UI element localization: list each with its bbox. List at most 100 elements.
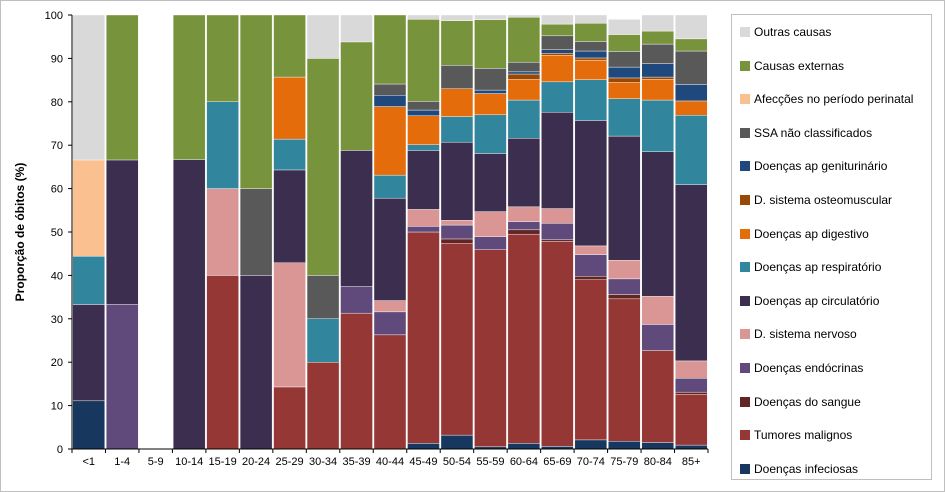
bar-segment-12-3 [172, 14, 206, 160]
bar-segment-1-9 [373, 334, 407, 450]
bar-segment-2-16 [608, 294, 641, 300]
legend-swatch-5 [740, 295, 750, 306]
bar-segment-0-17 [641, 442, 674, 450]
x-tick-label-9: 40-44 [376, 456, 404, 468]
legend-label-1: Tumores malignos [754, 428, 853, 443]
bar-segment-9-14 [541, 49, 574, 54]
bar-segment-5-0 [72, 304, 105, 402]
bar-segment-7-18 [675, 100, 708, 116]
bar-segment-3-16 [608, 278, 641, 295]
bar-segment-4-16 [608, 260, 641, 280]
bar-segment-3-9 [373, 311, 407, 336]
bar-segment-10-9 [373, 83, 407, 96]
bar-segment-3-1 [106, 304, 139, 450]
x-tick-label-4: 15-19 [209, 456, 237, 468]
bar-segment-13-13 [507, 14, 541, 18]
legend-swatch-12 [740, 60, 750, 71]
y-tick-label-2: 20 [51, 357, 63, 369]
bar-segment-12-17 [641, 30, 674, 45]
bar-segment-4-9 [373, 300, 407, 313]
x-tick-label-12: 55-59 [476, 456, 504, 468]
x-tick-label-17: 80-84 [644, 456, 672, 468]
bar-segment-0-11 [440, 434, 474, 450]
bar-segment-12-14 [541, 23, 574, 37]
bar-segment-2-18 [675, 391, 708, 395]
bars-layer [72, 14, 708, 450]
bar-segment-5-5 [239, 275, 273, 450]
x-tick-label-7: 30-34 [309, 456, 337, 468]
x-tick-label-0: <1 [82, 456, 95, 468]
bar-segment-5-13 [507, 138, 541, 208]
legend-swatch-0 [740, 463, 750, 474]
legend-label-12: Causas externas [754, 58, 845, 73]
legend-label-4: D. sistema nervoso [754, 327, 857, 342]
bar-segment-7-10 [407, 115, 440, 145]
bar-segment-5-17 [641, 151, 674, 297]
bar-segment-5-12 [474, 153, 507, 212]
bar-segment-8-17 [641, 76, 674, 80]
x-tick-label-2: 5-9 [148, 456, 164, 468]
bar-segment-4-14 [541, 208, 574, 224]
bar-segment-12-12 [474, 19, 507, 69]
bar-segment-13-15 [574, 14, 608, 24]
bar-segment-6-18 [675, 115, 708, 185]
bar-segment-6-4 [206, 101, 239, 189]
bar-segment-3-12 [474, 236, 507, 250]
bar-segment-12-7 [306, 58, 340, 276]
bar-segment-1-16 [608, 298, 641, 442]
bar-segment-11-0 [72, 159, 105, 257]
bar-segment-2-13 [507, 229, 541, 235]
bar-segment-12-15 [574, 23, 608, 42]
legend-label-7: Doenças ap digestivo [754, 226, 869, 241]
bar-segment-5-10 [407, 150, 440, 210]
bar-segment-12-6 [273, 14, 306, 78]
bar-segment-12-13 [507, 16, 541, 63]
legend-swatch-1 [740, 430, 750, 441]
bar-segment-7-14 [541, 55, 574, 83]
x-tick-label-3: 10-14 [175, 456, 203, 468]
bar-segment-0-18 [675, 444, 708, 450]
bar-segment-10-13 [507, 62, 541, 73]
bar-segment-4-12 [474, 211, 507, 237]
x-tick-label-18: 85+ [682, 456, 701, 468]
y-tick-label-10: 100 [45, 10, 63, 22]
bar-segment-4-15 [574, 245, 608, 255]
legend-item-6: Doenças ap respiratório [740, 260, 881, 274]
bar-segment-6-10 [407, 144, 440, 151]
bar-segment-9-9 [373, 95, 407, 107]
bar-segment-7-13 [507, 79, 541, 101]
legend-item-12: Causas externas [740, 59, 844, 73]
x-tick-label-13: 60-64 [510, 456, 538, 468]
bar-segment-2-15 [574, 276, 608, 280]
legend-swatch-7 [740, 228, 750, 239]
bar-segment-4-13 [507, 206, 541, 222]
bar-segment-10-18 [675, 50, 708, 85]
bar-segment-1-15 [574, 279, 608, 441]
bar-segment-5-1 [106, 159, 139, 305]
legend-label-5: Doenças ap circulatório [754, 293, 880, 308]
axes-layer: 0 10 20 30 40 50 60 70 80 90 100 <1 1-4 5-9 10-14 15-19… [45, 10, 709, 468]
bar-segment-9-17 [641, 63, 674, 78]
bar-segment-5-15 [574, 120, 608, 247]
bar-segment-5-11 [440, 141, 474, 221]
bar-segment-6-15 [574, 79, 608, 121]
legend-label-11: Afecções no período perinatal [754, 92, 914, 107]
bar-segment-2-14 [541, 239, 574, 242]
bar-segment-12-18 [675, 38, 708, 52]
y-tick-label-1: 10 [51, 401, 63, 413]
legend-swatch-11 [740, 94, 750, 105]
bar-segment-6-17 [641, 99, 674, 152]
bar-segment-0-10 [407, 443, 440, 450]
legend-label-8: D. sistema osteomuscular [754, 193, 893, 207]
x-tick-label-8: 35-39 [342, 456, 370, 468]
bar-segment-10-10 [407, 101, 440, 111]
bar-segment-10-17 [641, 43, 674, 64]
legend-item-10: SSA não classificados [740, 126, 872, 140]
bar-segment-7-6 [273, 76, 306, 140]
legend-label-6: Doenças ap respiratório [754, 260, 882, 275]
bar-segment-4-11 [440, 220, 474, 226]
bar-segment-6-12 [474, 114, 507, 154]
legend-swatch-8 [740, 195, 750, 205]
bar-segment-1-18 [675, 394, 708, 446]
bar-segment-13-0 [72, 14, 105, 161]
